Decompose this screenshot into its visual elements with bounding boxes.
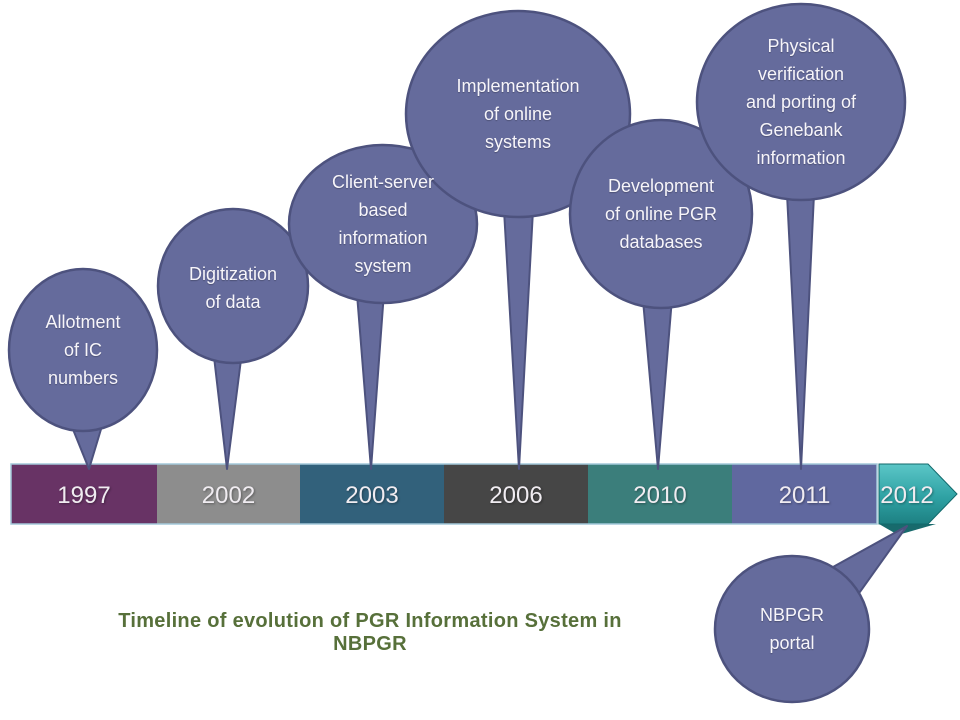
timeline-segment-2002 <box>157 464 300 524</box>
balloon-2006-tail <box>503 209 534 470</box>
timeline-segment-2011 <box>732 464 877 524</box>
balloon-2011-tail <box>786 193 815 470</box>
balloon-2003-body <box>287 143 479 305</box>
arrow-2012 <box>878 463 958 525</box>
balloon-2011-label: Physical verification and porting of Gen… <box>745 36 857 168</box>
timeline-bar <box>10 463 878 525</box>
timeline-segment-1997 <box>11 464 157 524</box>
balloon-2010-tail <box>642 297 673 470</box>
timeline-segment-2003 <box>300 464 444 524</box>
arrow-2012-fold <box>879 524 936 535</box>
balloon-2002-label: Digitization of data <box>188 264 278 312</box>
balloon-2006-body <box>404 9 632 219</box>
timeline-bar-outline <box>10 463 878 525</box>
year-label-2003: 2003 <box>345 482 399 509</box>
balloon-1997-body <box>7 267 159 433</box>
balloon-2002-body <box>156 207 310 365</box>
year-label-2002: 2002 <box>201 482 256 509</box>
balloon-2006-label: Implementation of online systems <box>456 76 580 152</box>
year-label-2012: 2012 <box>880 482 934 509</box>
balloon-2003-tail <box>356 291 385 470</box>
year-label-1997: 1997 <box>57 482 111 509</box>
balloon-2010-label: Development of online PGR databases <box>604 176 718 252</box>
timeline-segment-2006 <box>444 464 588 524</box>
balloon-2011-body <box>695 2 907 202</box>
balloon-2012-body <box>713 554 871 704</box>
balloon-2012-label: NBPGR portal <box>759 605 824 653</box>
year-label-2006: 2006 <box>489 482 543 509</box>
balloon-2010-body <box>568 118 754 310</box>
balloon-2003-label: Client-server based information system <box>331 172 435 276</box>
year-label-2010: 2010 <box>633 482 687 509</box>
timeline-segment-2010 <box>588 464 732 524</box>
balloon-1997-label: Allotment of IC numbers <box>45 312 121 388</box>
diagram-caption: Timeline of evolution of PGR Information… <box>118 610 622 655</box>
year-label-2011: 2011 <box>778 482 831 509</box>
